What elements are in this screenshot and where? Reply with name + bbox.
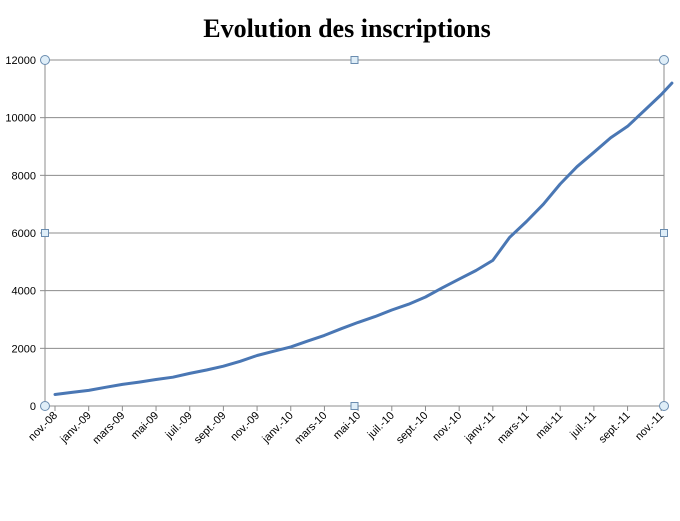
x-tick-label: mai-10 [331, 410, 363, 442]
edge-resize-handle[interactable] [41, 229, 49, 237]
x-tick-label: juil.-11 [567, 410, 599, 442]
x-tick-label: janv.-09 [58, 410, 94, 446]
gridlines [45, 59, 664, 349]
x-tick-label: nov.-09 [228, 410, 262, 444]
y-tick-label: 12000 [5, 55, 36, 67]
y-tick-label: 10000 [5, 113, 36, 125]
x-tick-label: mai-09 [129, 410, 161, 442]
y-axis-ticks: 0 2000 4000 6000 8000 10000 12000 [5, 55, 45, 413]
y-tick-label: 8000 [12, 170, 36, 182]
y-tick-label: 4000 [12, 286, 36, 298]
x-tick-label: sept.-11 [597, 410, 633, 446]
x-tick-label: sept.-09 [192, 410, 229, 447]
y-tick-label: 2000 [12, 343, 36, 355]
x-tick-label: janv.-11 [462, 410, 498, 446]
corner-resize-handle[interactable] [659, 55, 669, 65]
x-tick-label: nov.-08 [26, 410, 60, 444]
corner-resize-handle[interactable] [659, 401, 669, 411]
x-tick-label: juil.-09 [163, 410, 195, 442]
corner-resize-handle[interactable] [40, 55, 50, 65]
corner-resize-handle[interactable] [40, 401, 50, 411]
x-tick-label: mai-11 [534, 410, 566, 442]
series-line [53, 81, 674, 396]
x-tick-label: nov.-10 [430, 410, 464, 444]
selection-handles [40, 55, 669, 411]
x-tick-label: sept.-10 [394, 410, 431, 447]
x-tick-label: juil.-10 [365, 410, 397, 442]
x-tick-label: mars-11 [495, 410, 531, 446]
y-tick-label: 6000 [12, 228, 36, 240]
edge-resize-handle[interactable] [660, 229, 668, 237]
edge-resize-handle[interactable] [350, 56, 359, 64]
edge-resize-handle[interactable] [350, 402, 359, 410]
x-tick-label: mars-10 [293, 410, 330, 447]
x-tick-label: mars-09 [90, 410, 127, 447]
x-tick-label: janv.-10 [260, 410, 296, 446]
chart-title: Evolution des inscriptions [203, 14, 491, 43]
series-group [53, 81, 674, 396]
x-tick-label: nov.-11 [633, 410, 666, 443]
y-tick-label: 0 [30, 401, 36, 413]
